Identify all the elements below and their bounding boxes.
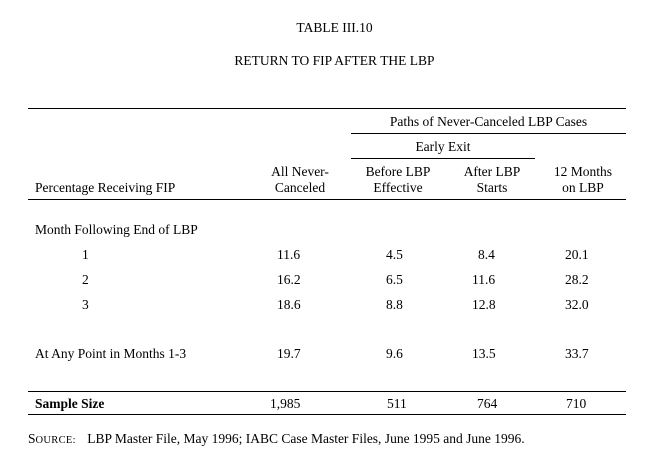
cell-all: 11.6 <box>277 247 301 262</box>
row-label: At Any Point in Months 1-3 <box>35 346 187 361</box>
col-12-header-line1: 12 Months <box>553 164 613 179</box>
stub-header: Percentage Receiving FIP <box>35 180 176 195</box>
paths-spanner-rule <box>351 133 626 134</box>
row-label: 3 <box>82 297 89 312</box>
cell-after: 13.5 <box>472 346 496 361</box>
cell-all: 1,985 <box>270 396 301 411</box>
header-bottom-rule <box>28 199 626 200</box>
cell-twelve: 32.0 <box>565 297 589 312</box>
cell-after: 764 <box>477 396 498 411</box>
cell-all: 19.7 <box>277 346 301 361</box>
spanner-paths: Paths of Never-Canceled LBP Cases <box>389 114 588 129</box>
cell-before: 9.6 <box>386 346 403 361</box>
cell-before: 6.5 <box>386 272 403 287</box>
source-label-rest: OURCE: <box>35 435 76 446</box>
source-text: LBP Master File, May 1996; IABC Case Mas… <box>87 431 525 446</box>
col-after-header-line1: After LBP <box>463 164 521 179</box>
source-note: SOURCE: LBP Master File, May 1996; IABC … <box>28 431 525 447</box>
cell-all: 18.6 <box>277 297 301 312</box>
cell-after: 8.4 <box>478 247 495 262</box>
section-label: Month Following End of LBP <box>35 222 198 237</box>
col-before-header-line1: Before LBP <box>365 164 431 179</box>
cell-before: 511 <box>387 396 407 411</box>
cell-twelve: 20.1 <box>565 247 589 262</box>
cell-twelve: 710 <box>566 396 587 411</box>
col-all-header-line2: Canceled <box>274 180 326 195</box>
spanner-early-exit: Early Exit <box>415 139 471 154</box>
col-before-header-line2: Effective <box>373 180 423 195</box>
row-label: Sample Size <box>35 396 105 411</box>
table-title: RETURN TO FIP AFTER THE LBP <box>234 53 435 68</box>
source-label-first: S <box>28 431 36 446</box>
row-label: 1 <box>82 247 89 262</box>
top-rule <box>28 108 626 109</box>
early-exit-spanner-rule <box>351 158 535 159</box>
col-after-header-line2: Starts <box>476 180 508 195</box>
cell-after: 11.6 <box>472 272 496 287</box>
cell-twelve: 33.7 <box>565 346 589 361</box>
cell-before: 4.5 <box>386 247 403 262</box>
cell-twelve: 28.2 <box>565 272 589 287</box>
sample-size-top-rule <box>28 391 626 392</box>
col-all-header-line1: All Never- <box>271 164 329 179</box>
cell-before: 8.8 <box>386 297 403 312</box>
cell-all: 16.2 <box>277 272 301 287</box>
sample-size-bottom-rule <box>28 414 626 415</box>
cell-after: 12.8 <box>472 297 496 312</box>
row-label: 2 <box>82 272 89 287</box>
col-12-header-line2: on LBP <box>562 180 604 195</box>
table-number: TABLE III.10 <box>296 20 373 35</box>
